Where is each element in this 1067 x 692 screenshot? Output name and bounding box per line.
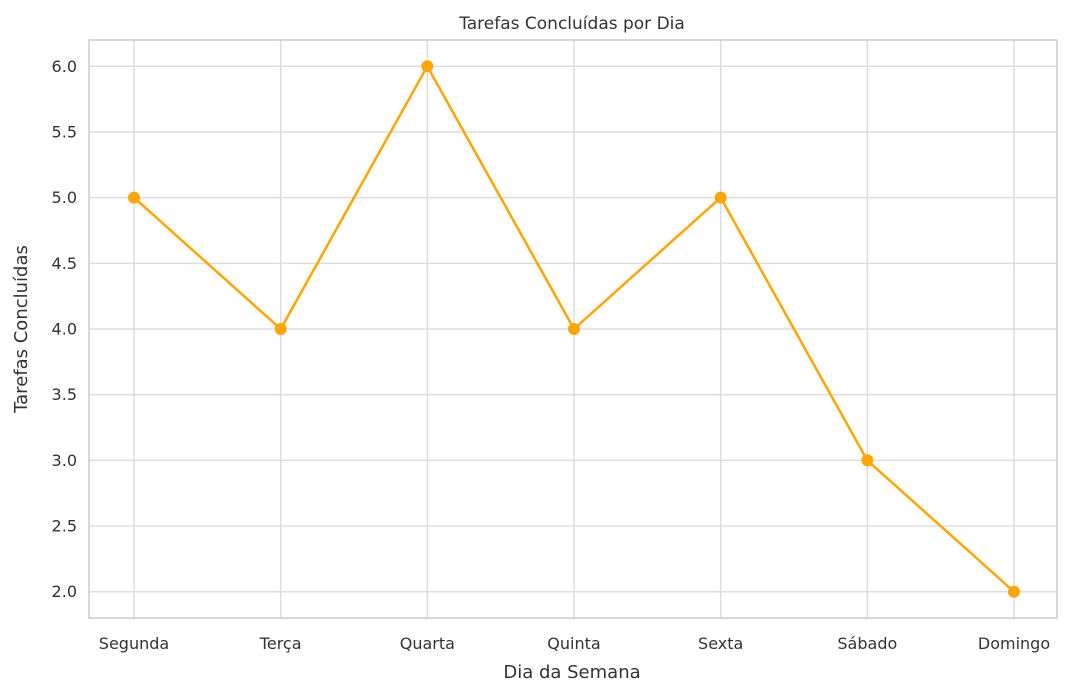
x-tick-label: Quinta <box>547 634 600 653</box>
data-point <box>1008 585 1020 598</box>
x-tick-label: Terça <box>259 634 302 653</box>
y-tick-label: 6.0 <box>52 57 77 76</box>
data-point <box>274 323 287 335</box>
chart-title: Tarefas Concluídas por Dia <box>458 14 685 34</box>
data-point <box>714 191 727 204</box>
data-point <box>568 323 580 335</box>
plot-frame <box>88 39 1058 619</box>
y-tick-label: 4.0 <box>52 320 77 339</box>
x-axis-label: Dia da Semana <box>503 662 640 683</box>
data-point <box>861 454 874 467</box>
x-tick-label: Sábado <box>837 634 897 653</box>
x-tick-label: Sexta <box>698 634 743 653</box>
x-tick-label: Quarta <box>400 634 455 653</box>
y-tick-label: 3.0 <box>52 451 77 470</box>
series-layer <box>128 60 1020 598</box>
data-point <box>128 191 140 204</box>
y-tick-label: 2.0 <box>52 582 77 601</box>
y-tick-label: 2.5 <box>52 517 77 536</box>
y-tick-label: 4.5 <box>52 254 77 273</box>
y-tick-label: 5.5 <box>52 122 77 141</box>
y-tick-label: 3.5 <box>52 385 77 404</box>
y-tick-label: 5.0 <box>52 188 77 207</box>
x-tick-label: Domingo <box>978 634 1050 653</box>
x-tick-labels: Segunda Terça Quarta Quinta Sexta Sábado Domin… <box>99 634 1050 653</box>
y-tick-labels: 2.0 2.5 3.0 3.5 4.0 4.5 5.0 5.5 6.0 <box>52 57 77 601</box>
y-axis-label: Tarefas Concluídas <box>11 245 32 414</box>
data-point <box>421 60 434 73</box>
x-tick-label: Segunda <box>99 634 169 653</box>
